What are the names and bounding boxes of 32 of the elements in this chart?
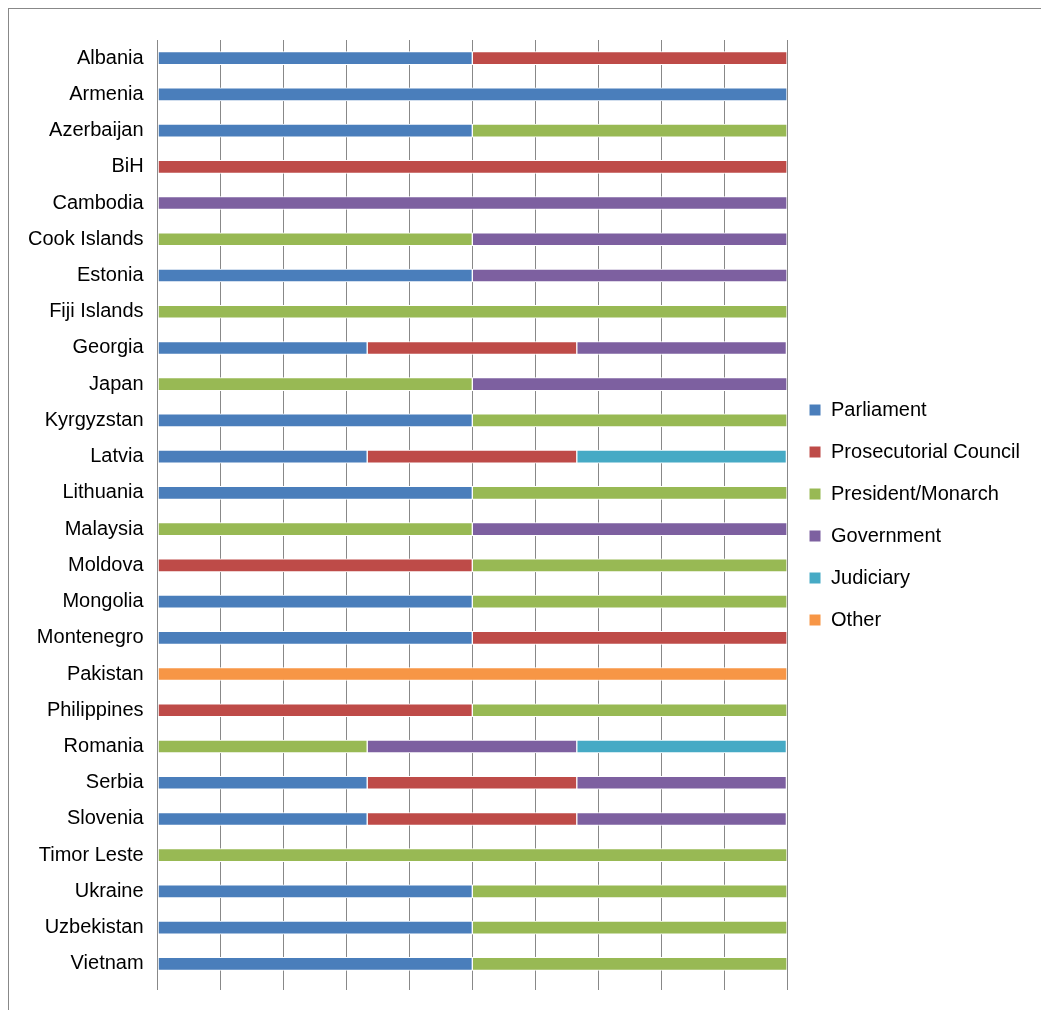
- legend-label: Government: [831, 523, 942, 546]
- y-tick-label: Uzbekistan: [44, 915, 144, 938]
- y-tick-label: Kyrgyzstan: [44, 407, 144, 430]
- y-tick-label: Vietnam: [70, 951, 144, 974]
- y-tick-label: Philippines: [46, 697, 144, 720]
- y-tick-label: Timor Leste: [38, 842, 144, 865]
- y-tick-label: Lithuania: [62, 480, 145, 503]
- y-tick-label: Montenegro: [36, 625, 144, 648]
- y-tick-label: Ukraine: [74, 878, 144, 901]
- y-tick-label: BiH: [111, 154, 144, 177]
- y-tick-label: Moldova: [68, 552, 145, 575]
- y-tick-label: Slovenia: [66, 806, 145, 829]
- y-tick-label: Pakistan: [66, 661, 144, 684]
- y-tick-label: Malaysia: [64, 516, 145, 539]
- legend-label: Judiciary: [831, 565, 910, 588]
- y-tick-label: Azerbaijan: [49, 118, 144, 141]
- y-tick-label: Fiji Islands: [49, 299, 144, 322]
- y-tick-label: Armenia: [69, 81, 145, 104]
- y-tick-label: Mongolia: [62, 589, 145, 612]
- legend-label: Prosecutorial Council: [831, 439, 1021, 462]
- y-tick-label: Romania: [63, 734, 145, 757]
- y-tick-label: Latvia: [90, 444, 145, 467]
- legend-label: President/Monarch: [831, 481, 999, 504]
- y-tick-label: Cook Islands: [27, 226, 144, 249]
- y-tick-label: Japan: [89, 371, 144, 394]
- y-tick-label: Cambodia: [52, 190, 145, 213]
- y-tick-label: Georgia: [72, 335, 145, 358]
- y-tick-label: Serbia: [85, 770, 145, 793]
- legend-label: Parliament: [831, 397, 928, 420]
- y-tick-label: Estonia: [76, 263, 145, 286]
- y-tick-label: Albania: [76, 45, 145, 68]
- legend-label: Other: [831, 607, 882, 630]
